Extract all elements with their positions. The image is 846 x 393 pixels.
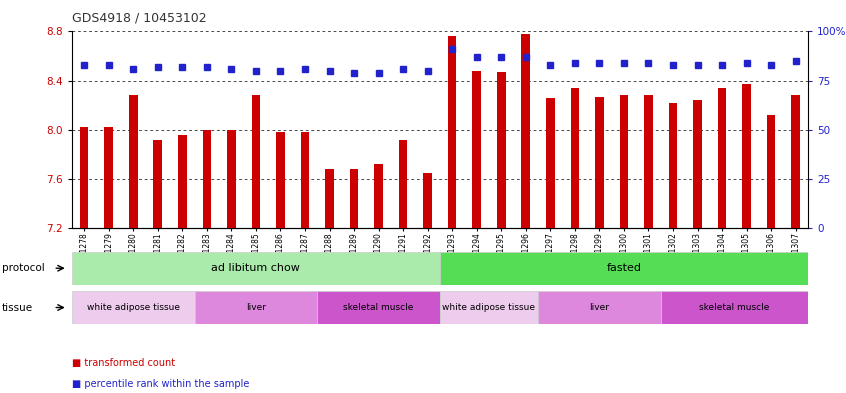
Bar [766, 115, 776, 228]
Bar [521, 34, 530, 228]
Bar [472, 71, 481, 228]
Bar [497, 72, 506, 228]
Bar [448, 37, 457, 228]
Bar [644, 95, 653, 228]
Bar [72, 252, 440, 285]
Bar [251, 95, 261, 228]
Text: ■ transformed count: ■ transformed count [72, 358, 175, 367]
Text: liver: liver [246, 303, 266, 312]
Text: protocol: protocol [2, 263, 45, 273]
Text: white adipose tissue: white adipose tissue [87, 303, 179, 312]
Bar [440, 291, 538, 324]
Bar [742, 84, 751, 228]
Bar [349, 169, 359, 228]
Bar [129, 95, 138, 228]
Bar [546, 98, 555, 228]
Text: skeletal muscle: skeletal muscle [699, 303, 770, 312]
Bar [374, 164, 383, 228]
Bar [440, 252, 808, 285]
Bar [300, 132, 310, 228]
Bar [668, 103, 678, 228]
Bar [276, 132, 285, 228]
Text: GDS4918 / 10453102: GDS4918 / 10453102 [72, 12, 206, 25]
Bar [104, 127, 113, 228]
Bar [423, 173, 432, 228]
Bar [72, 291, 195, 324]
Bar [570, 88, 580, 228]
Bar [178, 134, 187, 228]
Text: ■ percentile rank within the sample: ■ percentile rank within the sample [72, 379, 250, 389]
Text: white adipose tissue: white adipose tissue [442, 303, 536, 312]
Text: liver: liver [590, 303, 609, 312]
Bar [717, 88, 727, 228]
Text: fasted: fasted [607, 263, 641, 273]
Bar [398, 140, 408, 228]
Text: ad libitum chow: ad libitum chow [212, 263, 300, 273]
Bar [317, 291, 440, 324]
Bar [80, 127, 89, 228]
Bar [153, 140, 162, 228]
Bar [227, 130, 236, 228]
Bar [325, 169, 334, 228]
Bar [595, 97, 604, 228]
Bar [202, 130, 212, 228]
Bar [693, 100, 702, 228]
Text: skeletal muscle: skeletal muscle [343, 303, 414, 312]
Text: tissue: tissue [2, 303, 33, 312]
Bar [195, 291, 317, 324]
Bar [661, 291, 808, 324]
Bar [791, 95, 800, 228]
Bar [538, 291, 661, 324]
Bar [619, 95, 629, 228]
